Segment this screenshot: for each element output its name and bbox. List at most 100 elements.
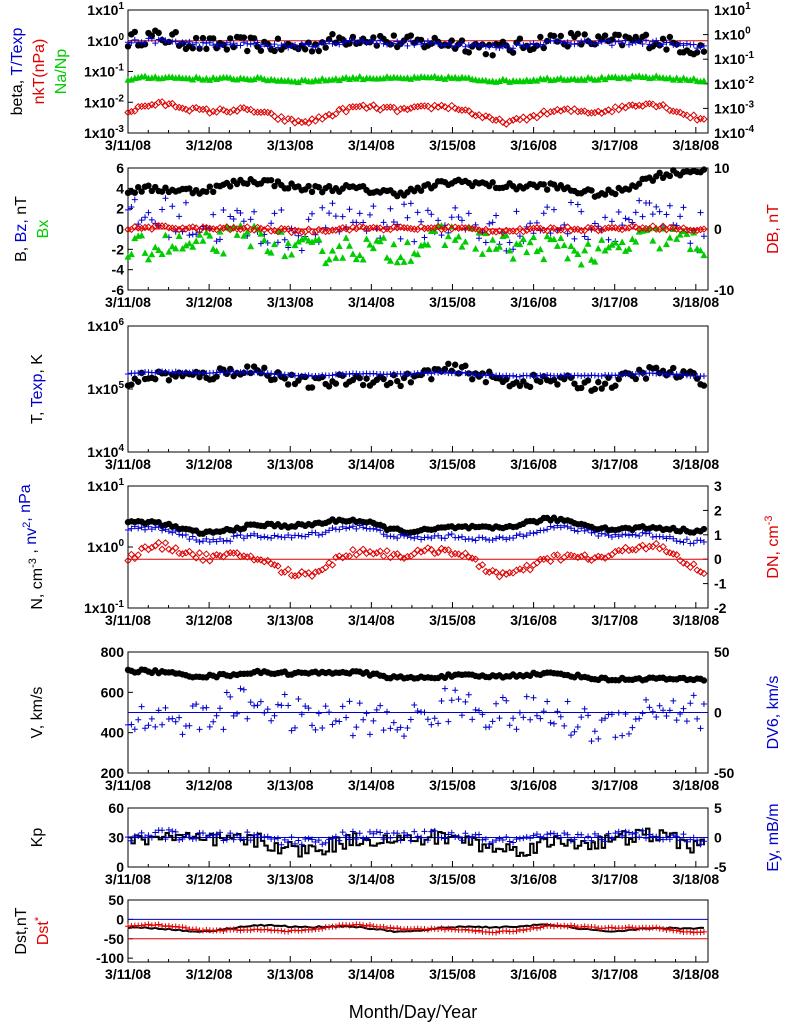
- data-point: [131, 554, 139, 563]
- data-point: [172, 828, 179, 835]
- data-point: [236, 552, 245, 561]
- data-point: [240, 224, 248, 233]
- data-point: [356, 210, 363, 217]
- data-point: [281, 836, 288, 843]
- data-point: [649, 38, 656, 45]
- data-point: [478, 250, 486, 257]
- series-bz: [125, 195, 707, 254]
- data-point: [537, 378, 544, 385]
- data-point: [124, 108, 132, 117]
- data-point: [370, 34, 377, 41]
- data-point: [476, 235, 483, 242]
- data-point: [359, 255, 367, 263]
- data-point: [458, 106, 466, 114]
- data-point: [400, 554, 408, 563]
- data-point: [516, 240, 524, 248]
- data-point: [301, 117, 309, 126]
- data-point: [612, 734, 619, 741]
- data-point: [499, 118, 507, 127]
- data-point: [267, 249, 275, 256]
- data-point: [489, 536, 496, 543]
- data-point: [619, 40, 626, 47]
- data-point: [159, 206, 166, 213]
- data-point: [257, 240, 264, 247]
- data-point: [278, 927, 285, 934]
- data-point: [384, 830, 391, 837]
- data-point: [264, 706, 271, 713]
- data-point: [404, 724, 411, 731]
- data-point: [461, 238, 469, 245]
- data-point: [598, 373, 605, 380]
- data-point: [553, 242, 561, 249]
- data-point: [492, 228, 500, 236]
- data-point: [656, 42, 663, 49]
- data-point: [506, 247, 514, 254]
- x-tick-label: 3/13/08: [267, 456, 314, 472]
- data-point: [343, 38, 350, 45]
- right-tick-label: 1x101: [714, 1, 751, 18]
- x-tick-label: 3/11/08: [105, 294, 151, 310]
- data-point: [237, 209, 244, 216]
- data-point: [563, 105, 572, 113]
- data-point: [411, 41, 418, 48]
- data-point: [546, 557, 555, 566]
- data-point: [540, 210, 547, 217]
- data-point: [458, 837, 465, 844]
- data-point: [493, 535, 500, 542]
- data-point: [145, 523, 152, 530]
- data-point: [489, 236, 497, 243]
- data-point: [608, 241, 616, 248]
- data-point: [676, 225, 684, 234]
- x-tick-label: 3/12/08: [186, 456, 233, 472]
- data-point: [554, 708, 561, 715]
- data-point: [319, 531, 326, 538]
- data-point: [305, 835, 312, 842]
- data-point: [697, 537, 704, 544]
- data-point: [285, 531, 292, 538]
- data-point: [441, 365, 449, 373]
- data-point: [203, 188, 210, 195]
- x-tick-label: 3/13/08: [267, 966, 314, 982]
- data-point: [629, 830, 636, 837]
- data-point: [254, 702, 261, 709]
- data-point: [421, 926, 428, 933]
- data-point: [356, 700, 363, 707]
- data-point: [581, 372, 588, 379]
- data-point: [646, 831, 653, 838]
- data-point: [294, 237, 302, 245]
- series-nv2: [125, 522, 707, 547]
- data-point: [666, 836, 673, 843]
- data-point: [281, 534, 288, 541]
- data-point: [615, 533, 622, 540]
- data-point: [274, 239, 281, 246]
- data-point: [128, 204, 135, 211]
- data-point: [362, 225, 371, 233]
- data-point: [431, 101, 439, 110]
- data-point: [601, 380, 609, 387]
- data-point: [584, 109, 592, 117]
- data-point: [379, 103, 388, 112]
- data-point: [230, 40, 237, 47]
- data-point: [677, 538, 684, 545]
- data-point: [444, 232, 452, 240]
- data-point: [199, 34, 207, 42]
- data-point: [625, 829, 632, 836]
- data-point: [384, 708, 391, 715]
- data-point: [186, 185, 193, 192]
- series-t: [124, 360, 708, 394]
- data-point: [632, 102, 640, 110]
- data-point: [568, 732, 575, 739]
- data-point: [308, 188, 316, 196]
- data-point: [206, 39, 213, 46]
- data-point: [478, 113, 487, 122]
- right-tick-label: -50: [714, 765, 734, 781]
- data-point: [660, 926, 667, 933]
- data-point: [557, 234, 565, 241]
- data-point: [349, 545, 357, 554]
- data-point: [338, 104, 347, 113]
- data-point: [458, 712, 465, 719]
- y-axis-label-2: Dst*: [33, 916, 52, 945]
- data-point: [608, 711, 615, 718]
